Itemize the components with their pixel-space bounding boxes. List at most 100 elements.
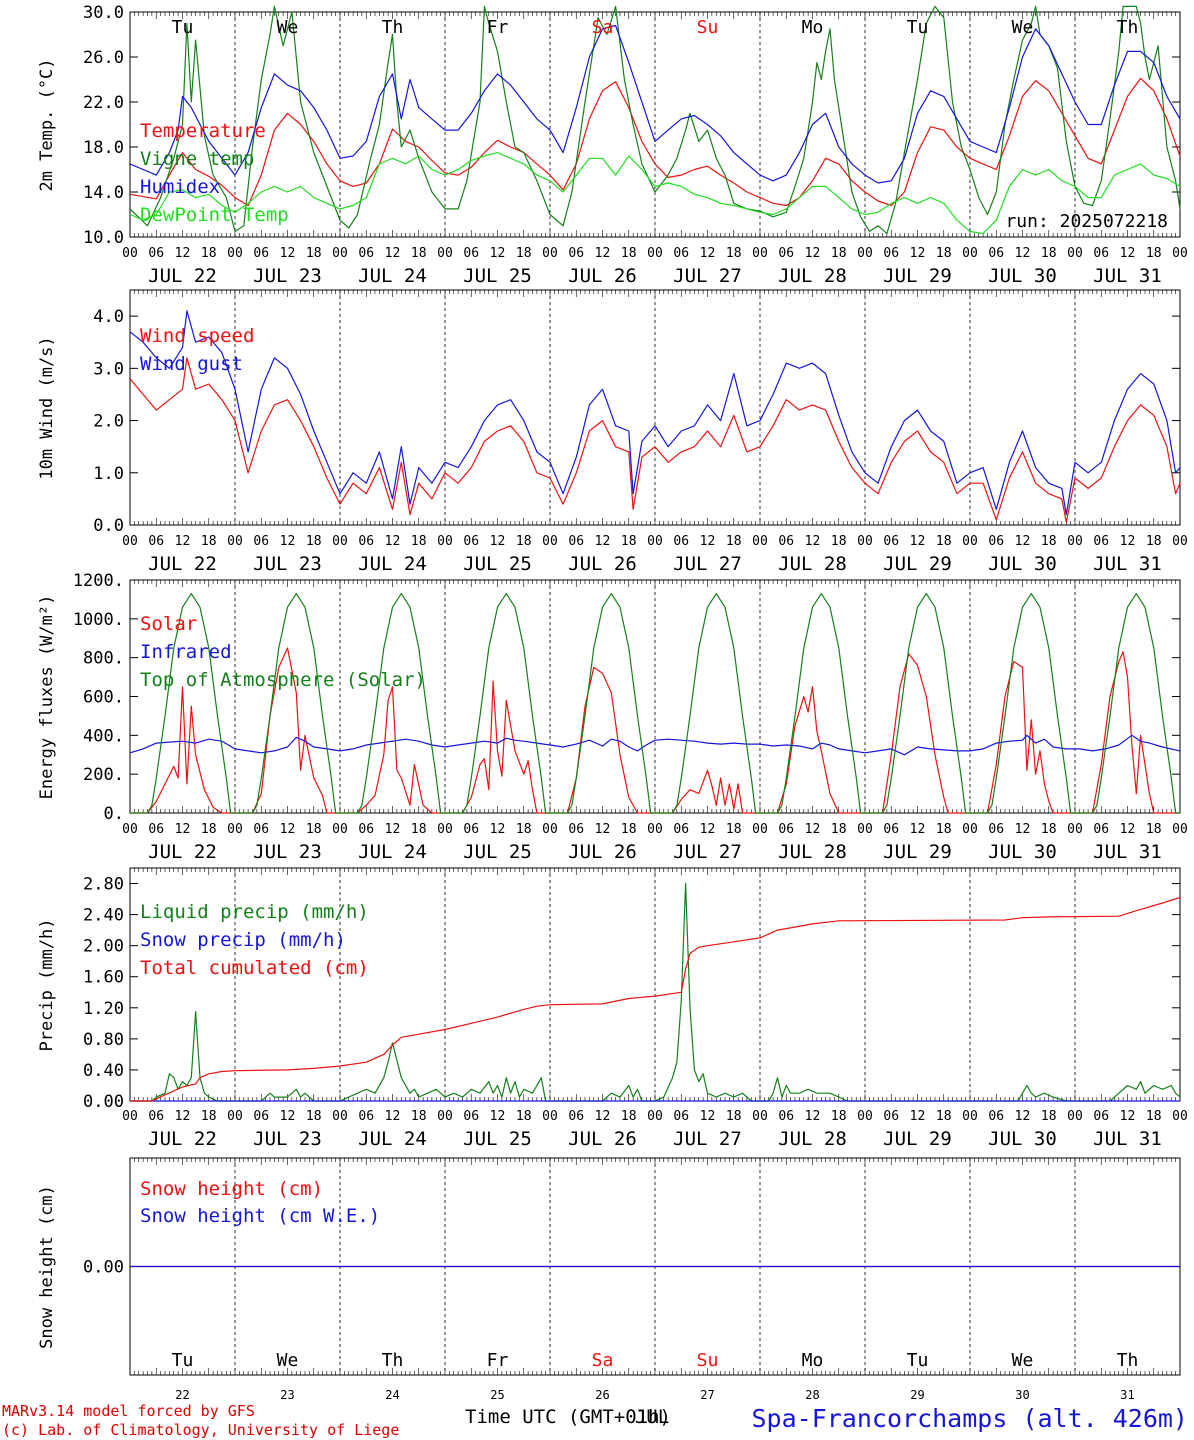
hour-label: 12 (805, 534, 821, 549)
panel-3: 0. 200. 400. 600. 800. 1000. 1200. Energy fluxe… (37, 571, 1188, 863)
y-tick-label: 200. (83, 765, 124, 785)
hour-label: 06 (988, 1109, 1004, 1124)
hour-label: 06 (463, 246, 479, 261)
hour-label: 06 (883, 246, 899, 261)
hour-label: 06 (673, 246, 689, 261)
y-tick-label: 14.0 (83, 183, 124, 203)
date-label: JUL 24 (358, 265, 427, 287)
hour-label: 18 (1041, 1109, 1057, 1124)
legend-entry: Wind gust (140, 353, 243, 375)
bottom-day-number: 27 (700, 1388, 714, 1402)
series-line-infrared (129, 734, 1181, 756)
hour-label: 00 (857, 822, 873, 837)
hour-label: 06 (358, 246, 374, 261)
hour-label: 06 (568, 1109, 584, 1124)
bottom-day-label: Th (1117, 1350, 1139, 1371)
panel-4: 0.00 0.40 0.80 1.20 1.60 2.00 2.40 2.80 Precip (… (37, 867, 1188, 1150)
bottom-day-number: 26 (595, 1388, 609, 1402)
hour-label: 12 (595, 246, 611, 261)
legend-entry: Top of Atmosphere (Solar) (140, 669, 426, 691)
hour-label: 06 (568, 534, 584, 549)
bottom-day-number: 30 (1015, 1388, 1029, 1402)
footer-lab-credit: (c) Lab. of Climatology, University of L… (2, 1421, 399, 1439)
date-label: JUL 27 (673, 841, 742, 863)
hour-label: 00 (542, 534, 558, 549)
hour-label: 00 (647, 1109, 663, 1124)
hour-label: 18 (936, 822, 952, 837)
top-day-label: Sa (592, 17, 614, 38)
hour-label: 12 (385, 1109, 401, 1124)
hour-label: 00 (227, 246, 243, 261)
bottom-day-label: Sa (592, 1350, 614, 1371)
y-axis-title: 2m Temp. (°C) (37, 58, 57, 191)
hour-label: 12 (700, 1109, 716, 1124)
top-day-label: Fr (487, 17, 509, 38)
top-day-label: Th (1117, 17, 1139, 38)
date-label: JUL 25 (463, 1128, 532, 1150)
hour-label: 18 (621, 822, 637, 837)
hour-label: 18 (411, 246, 427, 261)
date-label: JUL 29 (883, 1128, 952, 1150)
y-axis-title: Energy fluxes (W/m²) (37, 595, 57, 800)
hour-label: 00 (542, 1109, 558, 1124)
hour-label: 00 (962, 534, 978, 549)
x-axis-title: Time UTC (GMT+01h) (465, 1406, 671, 1428)
hour-label: 06 (148, 246, 164, 261)
y-tick-label: 1200. (73, 571, 124, 591)
hour-label: 00 (1067, 534, 1083, 549)
date-label: JUL 28 (778, 841, 847, 863)
hour-label: 18 (1041, 246, 1057, 261)
hour-label: 12 (910, 822, 926, 837)
legend-entry: Snow height (cm W.E.) (140, 1205, 380, 1227)
hour-label: 06 (463, 822, 479, 837)
top-day-label: We (277, 17, 299, 38)
hour-label: 18 (411, 534, 427, 549)
hour-label: 12 (175, 534, 191, 549)
hour-label: 18 (1041, 822, 1057, 837)
panel-5: 0.00 Snow height (cm) Snow height (cm) Snow… (37, 1157, 1181, 1376)
hour-label: 00 (1067, 246, 1083, 261)
footer-model-credit: MARv3.14 model forced by GFS (2, 1402, 255, 1420)
hour-label: 00 (1172, 822, 1188, 837)
hour-label: 18 (1146, 822, 1162, 837)
hour-label: 12 (280, 822, 296, 837)
hour-label: 12 (910, 246, 926, 261)
hour-label: 18 (201, 1109, 217, 1124)
hour-label: 06 (988, 534, 1004, 549)
hour-label: 18 (306, 534, 322, 549)
hour-label: 00 (962, 246, 978, 261)
top-day-label: Tu (172, 17, 194, 38)
hour-label: 00 (227, 534, 243, 549)
date-label: JUL 23 (253, 841, 322, 863)
hour-label: 12 (175, 246, 191, 261)
hour-label: 18 (411, 822, 427, 837)
bottom-day-number: 25 (490, 1388, 504, 1402)
hour-label: 12 (1120, 1109, 1136, 1124)
hour-label: 00 (542, 822, 558, 837)
legend-entry: Vigne temp (140, 148, 254, 170)
date-label: JUL 31 (1093, 265, 1162, 287)
y-tick-label: 600. (83, 688, 124, 708)
hour-label: 12 (385, 822, 401, 837)
date-label: JUL 26 (568, 265, 637, 287)
hour-label: 18 (201, 822, 217, 837)
hour-label: 00 (962, 822, 978, 837)
panel-2: 0.0 1.0 2.0 3.0 4.0 10m Wind (m/s) Wind speed W… (37, 289, 1188, 575)
hour-label: 06 (988, 246, 1004, 261)
hour-label: 00 (647, 822, 663, 837)
y-tick-label: 18.0 (83, 138, 124, 158)
hour-label: 18 (726, 534, 742, 549)
hour-label: 06 (148, 1109, 164, 1124)
date-label: JUL 30 (988, 553, 1057, 575)
bottom-day-label: Th (382, 1350, 404, 1371)
series-line-solar (130, 647, 1180, 814)
hour-label: 18 (516, 822, 532, 837)
hour-label: 00 (332, 822, 348, 837)
y-tick-label: 1.20 (83, 999, 124, 1019)
hour-label: 00 (437, 534, 453, 549)
y-axis-title: Precip (mm/h) (37, 918, 57, 1051)
series-line-top-of-atmosphere-solar- (130, 592, 1180, 814)
hour-label: 12 (595, 534, 611, 549)
hour-label: 00 (1067, 822, 1083, 837)
date-label: JUL 29 (883, 265, 952, 287)
